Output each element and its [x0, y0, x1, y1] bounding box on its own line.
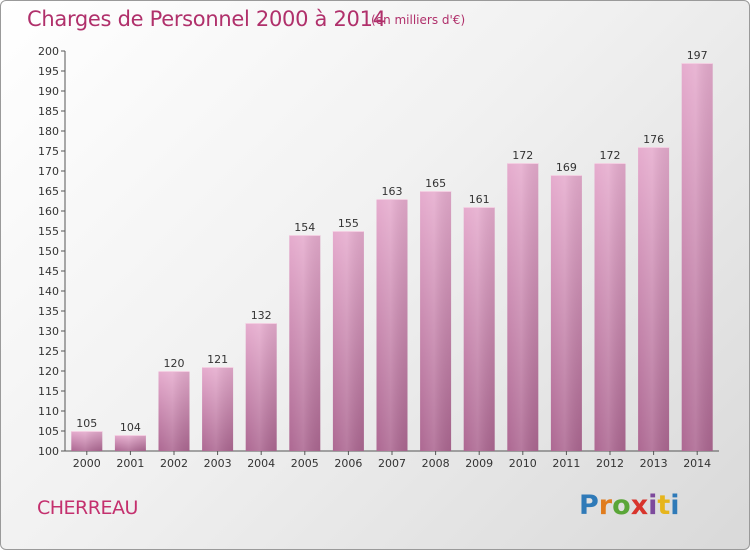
x-tick-label: 2012 — [596, 457, 624, 470]
bar-shine — [550, 175, 582, 451]
data-label: 105 — [76, 417, 97, 430]
bar-shine — [638, 147, 670, 451]
bar-shine — [114, 435, 146, 451]
bar-shine — [202, 367, 234, 451]
data-label: 120 — [164, 357, 185, 370]
data-label: 169 — [556, 161, 577, 174]
y-tick-label: 175 — [38, 145, 59, 158]
y-tick-label: 160 — [38, 205, 59, 218]
x-tick-label: 2006 — [334, 457, 362, 470]
x-tick-label: 2000 — [73, 457, 101, 470]
bar-shine — [681, 63, 713, 451]
chart-title: Charges de Personnel 2000 à 2014 — [27, 7, 386, 31]
data-label: 197 — [687, 49, 708, 62]
data-label: 165 — [425, 177, 446, 190]
bar-shine — [376, 199, 408, 451]
y-tick-label: 180 — [38, 125, 59, 138]
bar-shine — [71, 431, 103, 451]
y-tick-label: 150 — [38, 245, 59, 258]
x-tick-label: 2009 — [465, 457, 493, 470]
bar-shine — [420, 191, 452, 451]
bar-shine — [332, 231, 364, 451]
logo-letter: i — [648, 490, 658, 521]
data-labels: 105 104 120 121 132 154 155 163 165 161 172 169 172 1… — [76, 49, 707, 434]
x-tick-label: 2002 — [160, 457, 188, 470]
logo-letter: o — [612, 490, 631, 521]
x-tick-label: 2013 — [640, 457, 668, 470]
data-label: 172 — [512, 149, 533, 162]
y-tick-label: 170 — [38, 165, 59, 178]
x-tick-label: 2014 — [683, 457, 711, 470]
x-tick-label: 2005 — [291, 457, 319, 470]
y-tick-label: 140 — [38, 285, 59, 298]
x-tick-label: 2008 — [422, 457, 450, 470]
data-label: 176 — [643, 133, 664, 146]
axes: 100 105 110 115 120 125 130 135 140 145 150 155 160 1… — [38, 45, 719, 470]
logo-letter: P — [579, 490, 599, 521]
proxiti-logo: Proxiti — [579, 490, 680, 521]
x-tick-label: 2011 — [552, 457, 580, 470]
data-label: 155 — [338, 217, 359, 230]
x-tick-label: 2003 — [204, 457, 232, 470]
bar-shine — [245, 323, 277, 451]
y-tick-label: 135 — [38, 305, 59, 318]
bars — [71, 63, 713, 451]
data-label: 163 — [382, 185, 403, 198]
y-tick-label: 165 — [38, 185, 59, 198]
logo-letter: i — [670, 490, 680, 521]
data-label: 104 — [120, 421, 141, 434]
y-tick-label: 125 — [38, 345, 59, 358]
bar-shine — [507, 163, 539, 451]
bar-shine — [289, 235, 321, 451]
y-tick-label: 185 — [38, 105, 59, 118]
y-tick-label: 145 — [38, 265, 59, 278]
x-tick-label: 2004 — [247, 457, 275, 470]
data-label: 161 — [469, 193, 490, 206]
y-tick-label: 130 — [38, 325, 59, 338]
y-tick-label: 200 — [38, 45, 59, 58]
y-tick-label: 195 — [38, 65, 59, 78]
bar-shine — [463, 207, 495, 451]
x-tick-label: 2007 — [378, 457, 406, 470]
y-tick-label: 115 — [38, 385, 59, 398]
data-label: 154 — [294, 221, 315, 234]
data-label: 172 — [600, 149, 621, 162]
bar-shine — [158, 371, 190, 451]
logo-letter: r — [598, 490, 613, 521]
y-tick-label: 190 — [38, 85, 59, 98]
chart-subtitle: (en milliers d'€) — [371, 13, 466, 27]
logo-letter: x — [630, 490, 649, 521]
y-tick-label: 155 — [38, 225, 59, 238]
x-tick-label: 2010 — [509, 457, 537, 470]
logo-letter: t — [657, 490, 671, 521]
y-tick-label: 120 — [38, 365, 59, 378]
data-label: 121 — [207, 353, 228, 366]
y-tick-label: 105 — [38, 425, 59, 438]
bar-shine — [594, 163, 626, 451]
data-label: 132 — [251, 309, 272, 322]
y-tick-label: 100 — [38, 445, 59, 458]
x-tick-label: 2001 — [116, 457, 144, 470]
commune-name: CHERREAU — [37, 497, 138, 519]
y-tick-label: 110 — [38, 405, 59, 418]
